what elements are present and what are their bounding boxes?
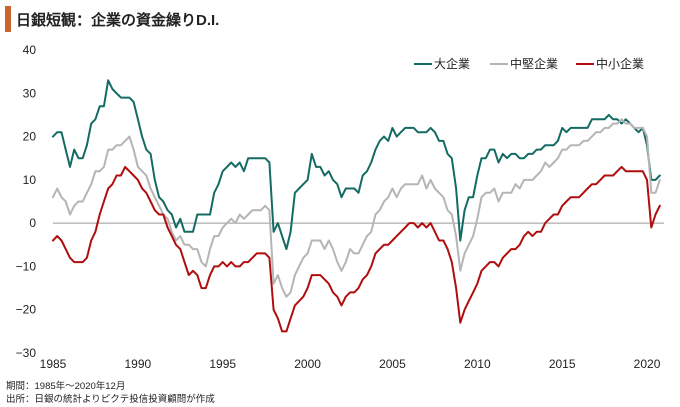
y-tick-label: −20 xyxy=(16,303,37,317)
title-accent-bar xyxy=(5,6,11,32)
footnote-source: 出所：日銀の統計よりピクテ投信投資顧問が作成 xyxy=(6,394,215,405)
x-tick-label: 2000 xyxy=(294,357,321,371)
x-tick-label: 1985 xyxy=(40,357,67,371)
y-tick-label: 0 xyxy=(29,216,36,230)
legend-label: 中堅企業 xyxy=(510,56,558,71)
x-tick-label: 1990 xyxy=(125,357,152,371)
footnote-period: 期間：1985年～2020年12月 xyxy=(6,381,126,392)
chart-title: 日銀短観：企業の資金繰りD.I. xyxy=(16,12,220,29)
legend-label: 大企業 xyxy=(434,56,470,71)
y-tick-label: −30 xyxy=(16,346,37,360)
x-tick-label: 2010 xyxy=(464,357,491,371)
x-tick-label: 1995 xyxy=(209,357,236,371)
y-tick-label: −10 xyxy=(16,259,37,273)
y-tick-label: 10 xyxy=(23,173,37,187)
series-line-1 xyxy=(52,79,661,251)
x-tick-label: 2020 xyxy=(634,357,661,371)
x-tick-label: 2005 xyxy=(379,357,406,371)
y-tick-label: 40 xyxy=(23,43,37,57)
y-tick-label: 30 xyxy=(23,86,37,100)
series-line-3 xyxy=(52,165,661,333)
y-tick-label: 20 xyxy=(23,130,37,144)
legend-label: 中小企業 xyxy=(596,56,644,71)
x-tick-label: 2015 xyxy=(549,357,576,371)
series-line-2 xyxy=(52,118,661,298)
